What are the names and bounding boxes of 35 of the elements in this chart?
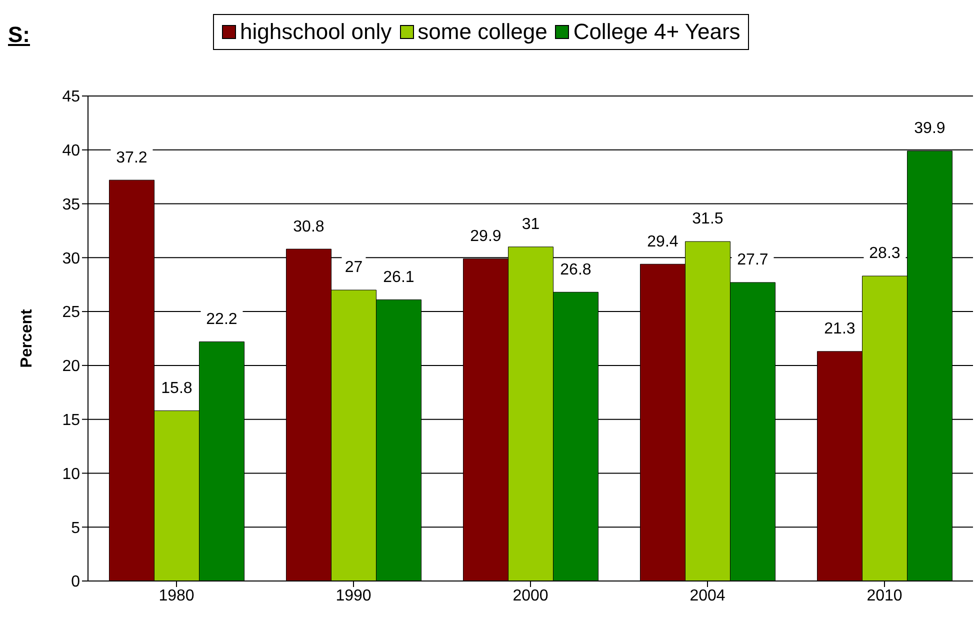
y-tick-label: 35 (62, 196, 80, 214)
data-label: 29.4 (647, 233, 678, 250)
data-label: 31.5 (692, 210, 724, 228)
data-label: 15.8 (161, 380, 192, 397)
x-tick-label: 2004 (690, 587, 726, 604)
data-label: 30.8 (293, 218, 324, 236)
data-label: 31 (522, 216, 540, 234)
y-tick-label: 0 (71, 574, 80, 591)
chart-title: S: (8, 22, 30, 48)
x-tick-label: 2010 (866, 587, 902, 604)
y-tick-label: 45 (62, 88, 80, 106)
data-label: 27 (344, 259, 363, 276)
data-label: 29.9 (470, 228, 502, 245)
legend-label: some college (416, 19, 548, 45)
y-tick-label: 10 (62, 466, 80, 483)
y-tick-label: 30 (62, 250, 80, 268)
x-tick-label: 1980 (158, 587, 194, 604)
legend-label: College 4+ Years (572, 19, 740, 45)
y-tick-label: 15 (62, 412, 80, 430)
legend-label: highschool only (239, 19, 392, 45)
y-tick-label: 5 (71, 520, 80, 537)
y-tick-label: 40 (62, 142, 80, 160)
data-label: 21.3 (824, 320, 856, 338)
y-tick-label: 25 (62, 304, 80, 322)
data-label: 22.2 (206, 310, 238, 328)
data-label: 39.9 (914, 120, 946, 138)
y-axis-title: Percent (18, 308, 36, 368)
data-label: 26.1 (383, 268, 414, 286)
data-label: 27.7 (737, 252, 768, 269)
x-tick-label: 1990 (336, 587, 372, 604)
data-label: 28.3 (869, 245, 900, 262)
data-label: 37.2 (116, 149, 148, 166)
data-label: 26.8 (560, 261, 592, 278)
y-tick-label: 20 (62, 358, 80, 376)
x-tick-label: 2000 (512, 587, 548, 604)
